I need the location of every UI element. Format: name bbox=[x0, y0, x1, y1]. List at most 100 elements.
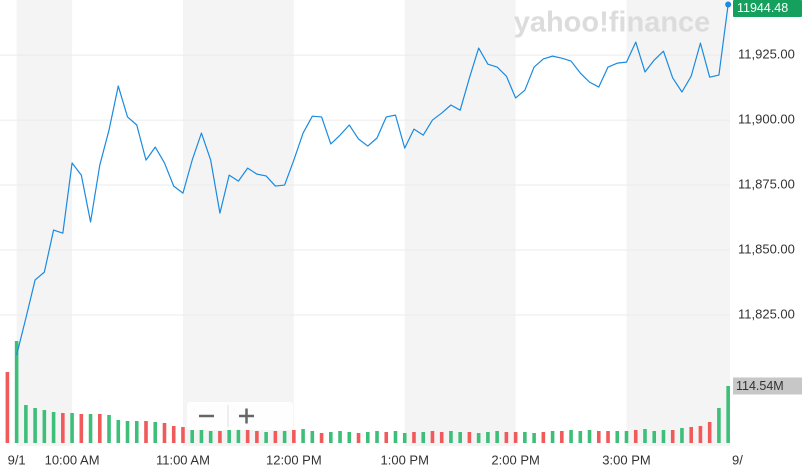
volume-bar bbox=[273, 431, 278, 443]
volume-bar bbox=[144, 421, 148, 443]
x-tick-label: 11:00 AM bbox=[156, 452, 210, 467]
volume-bar bbox=[467, 432, 472, 443]
volume-bar bbox=[162, 422, 167, 443]
volume-bar bbox=[707, 421, 712, 443]
volume-bar bbox=[181, 427, 185, 443]
volume-bar bbox=[338, 431, 342, 443]
price-label: 11944.48 bbox=[737, 1, 788, 15]
volume-bar bbox=[578, 431, 583, 443]
time-band bbox=[182, 0, 294, 446]
zoom-controls[interactable] bbox=[187, 402, 293, 430]
volume-bar bbox=[365, 432, 370, 443]
volume-bar bbox=[199, 430, 204, 443]
volume-bar bbox=[88, 413, 93, 443]
volume-bar bbox=[476, 432, 481, 443]
volume-bar bbox=[153, 421, 158, 443]
watermark: yahoo!finance bbox=[514, 7, 711, 39]
volume-bar bbox=[513, 432, 518, 443]
volume-bar bbox=[255, 431, 259, 443]
volume-bar bbox=[458, 432, 462, 443]
volume-bar bbox=[532, 432, 536, 443]
volume-bar bbox=[375, 431, 379, 443]
volume-bar bbox=[495, 431, 499, 443]
volume-bar bbox=[245, 430, 250, 443]
y-tick-label: 11,900.00 bbox=[738, 112, 795, 127]
volume-bar bbox=[236, 429, 241, 443]
volume-bar bbox=[717, 408, 721, 443]
volume-bar bbox=[606, 431, 610, 443]
volume-label-box bbox=[733, 377, 802, 395]
volume-bar bbox=[5, 371, 10, 443]
volume-bar bbox=[61, 412, 65, 443]
volume-bar bbox=[356, 432, 361, 443]
volume-bar bbox=[134, 421, 139, 443]
volume-bar bbox=[33, 408, 37, 443]
volume-bar bbox=[310, 431, 315, 443]
grid bbox=[0, 54, 730, 316]
y-tick-label: 11,825.00 bbox=[738, 306, 795, 321]
volume-bar bbox=[347, 432, 352, 443]
volume-bar bbox=[319, 432, 324, 443]
volume-bar bbox=[329, 432, 333, 443]
volume-bar bbox=[97, 413, 102, 443]
volume-bar bbox=[680, 428, 684, 443]
time-bands bbox=[16, 0, 730, 446]
x-tick-label: 12:00 PM bbox=[266, 452, 322, 467]
volume-bar bbox=[282, 431, 287, 443]
volume-bar bbox=[393, 431, 398, 443]
volume-bar bbox=[698, 425, 703, 443]
time-band bbox=[626, 0, 730, 446]
volume-bar bbox=[218, 431, 222, 443]
volume-bar bbox=[79, 413, 84, 443]
volume-bar bbox=[550, 431, 555, 443]
y-tick-label: 11,850.00 bbox=[738, 241, 795, 256]
volume-bar bbox=[51, 411, 56, 443]
volume-bar bbox=[292, 430, 296, 443]
y-tick-label: 11,875.00 bbox=[738, 176, 795, 191]
volume-bar bbox=[14, 341, 19, 443]
volume-bar bbox=[689, 427, 693, 443]
volume-bar bbox=[587, 430, 592, 443]
volume-bar bbox=[661, 430, 666, 443]
volume-bar bbox=[227, 430, 231, 443]
volume-bar bbox=[643, 429, 647, 443]
volume-bar bbox=[560, 431, 564, 443]
price-line bbox=[16, 4, 729, 356]
price-layer bbox=[16, 1, 732, 356]
price-label-box bbox=[733, 0, 802, 17]
last-price-dot bbox=[725, 1, 732, 8]
volume-bar bbox=[264, 432, 268, 443]
x-tick-label: 1:00 PM bbox=[381, 452, 429, 467]
time-band bbox=[16, 0, 73, 446]
volume-bar bbox=[726, 385, 730, 443]
volume-bar bbox=[569, 430, 573, 443]
volume-bar bbox=[402, 432, 407, 443]
volume-bar bbox=[116, 420, 121, 443]
volume-bars bbox=[5, 341, 730, 443]
volume-bar bbox=[615, 431, 620, 443]
volume-bar bbox=[541, 432, 546, 443]
volume-bar bbox=[301, 429, 305, 443]
x-tick-label: 3:00 PM bbox=[602, 452, 650, 467]
time-band bbox=[404, 0, 516, 446]
volume-bar bbox=[633, 430, 638, 443]
volume-bar bbox=[486, 432, 490, 443]
volume-bar bbox=[125, 421, 130, 443]
volume-bar bbox=[412, 432, 416, 443]
volume-bar bbox=[430, 431, 435, 443]
volume-bar bbox=[670, 430, 675, 443]
volume-bar bbox=[42, 410, 47, 443]
x-tick-label: 10:00 AM bbox=[45, 452, 100, 467]
volume-bar bbox=[107, 414, 111, 443]
axes: 9/1 10:00 AM 11:00 AM 12:00 PM 1:00 PM 2:00 P… bbox=[8, 0, 802, 467]
volume-bar bbox=[384, 432, 389, 443]
y-tick-label: 11,925.00 bbox=[738, 47, 795, 62]
volume-bar bbox=[70, 412, 74, 443]
volume-bar bbox=[171, 425, 176, 443]
volume-label: 114.54M bbox=[736, 379, 784, 393]
volume-bar bbox=[208, 431, 213, 443]
volume-bar bbox=[596, 431, 601, 443]
volume-bar bbox=[624, 431, 629, 443]
volume-bar bbox=[421, 432, 426, 443]
